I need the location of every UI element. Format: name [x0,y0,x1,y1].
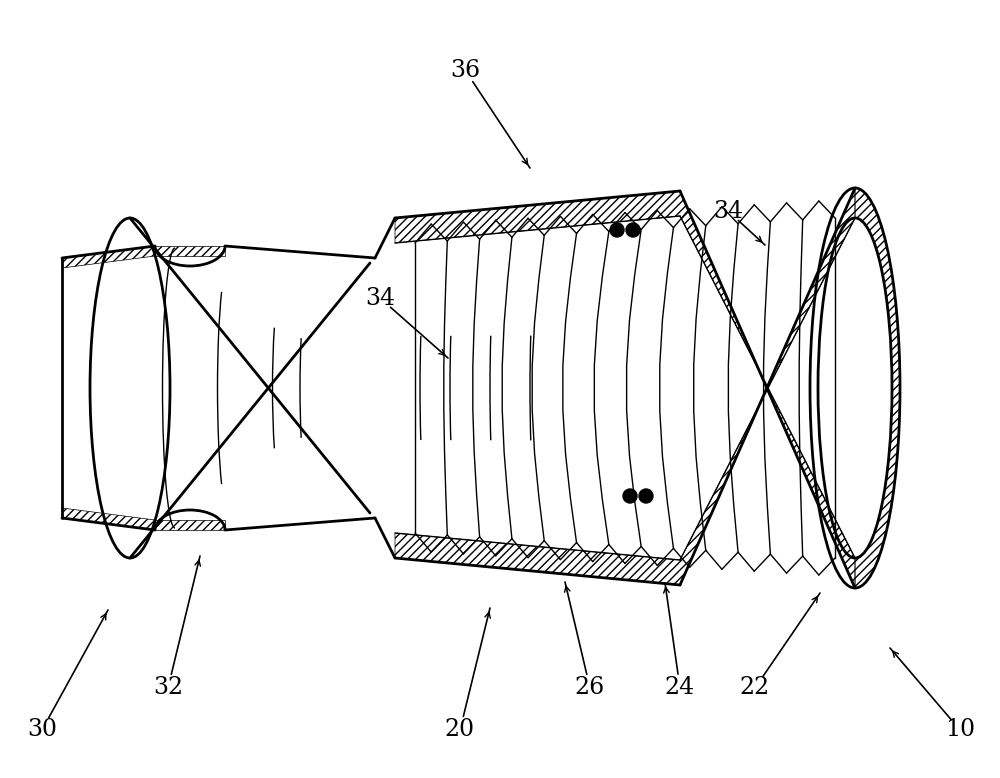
Text: 26: 26 [575,677,605,699]
Text: 24: 24 [665,677,695,699]
Text: 34: 34 [365,286,395,310]
Text: 36: 36 [450,58,480,82]
Text: 22: 22 [740,677,770,699]
Circle shape [610,223,624,237]
Circle shape [626,223,640,237]
Circle shape [623,489,637,503]
Text: 20: 20 [445,719,475,741]
Text: 32: 32 [153,677,183,699]
Circle shape [639,489,653,503]
Text: 30: 30 [27,719,57,741]
Text: 10: 10 [945,719,975,741]
Text: 34: 34 [713,199,743,223]
